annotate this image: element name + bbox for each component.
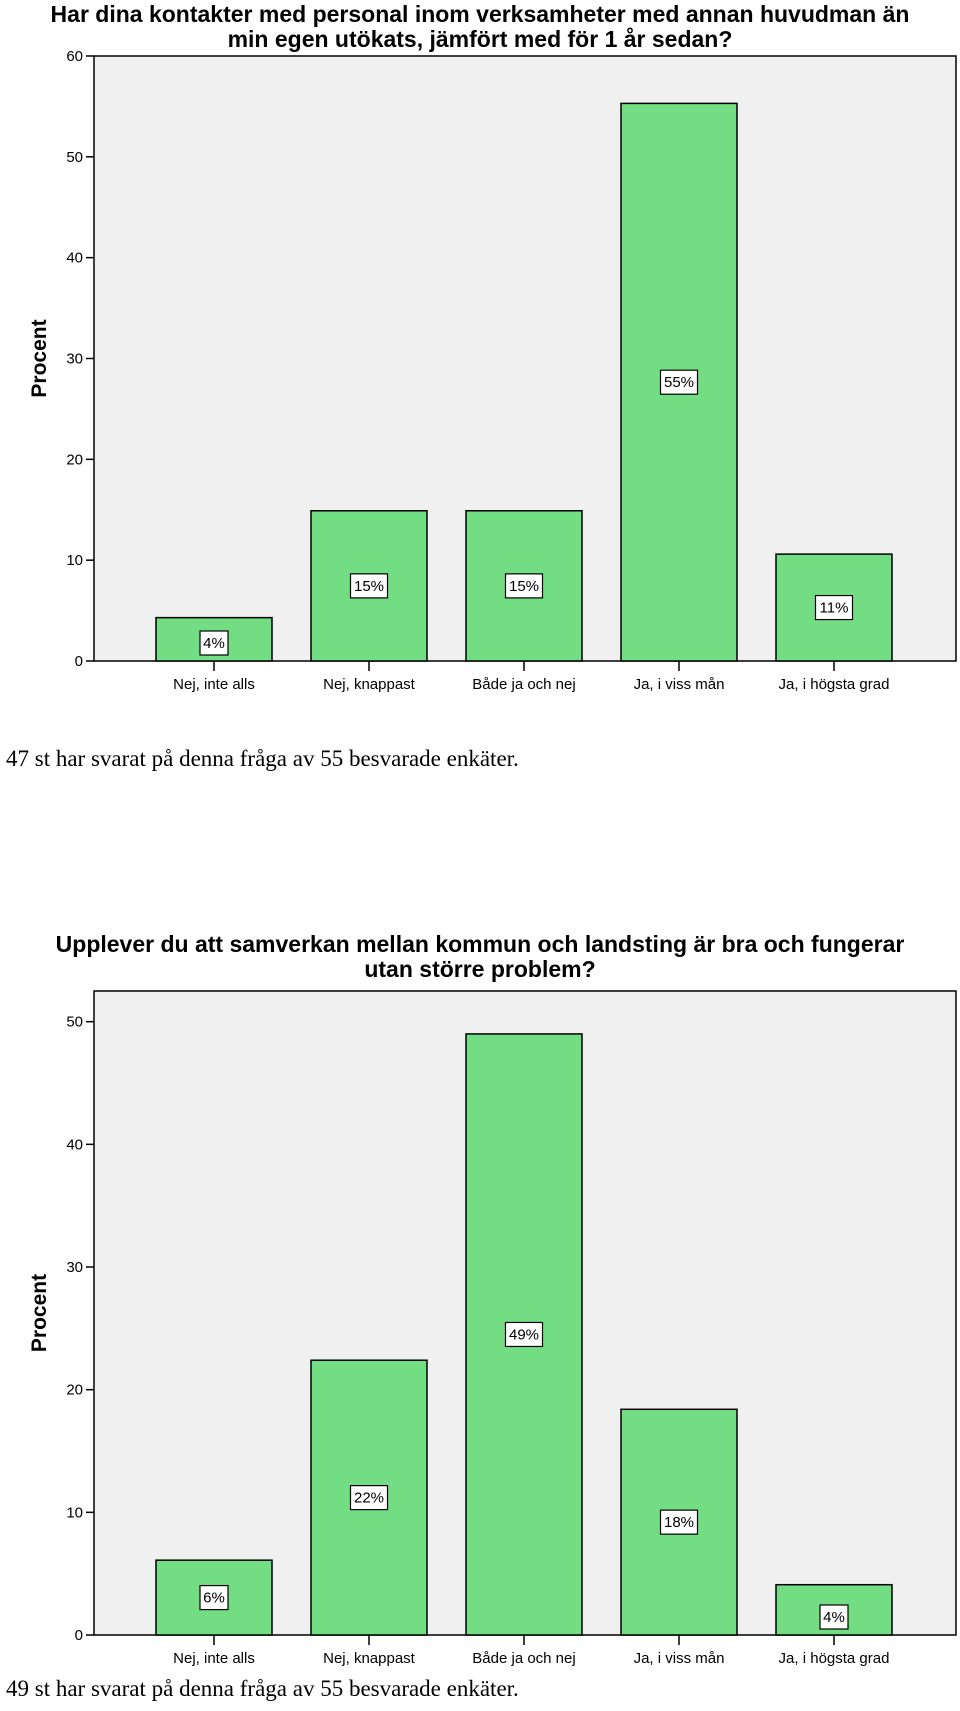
data-label-box (199, 630, 229, 656)
data-label: 6% (203, 1590, 225, 1607)
x-tick-label: Ja, i högsta grad (779, 676, 890, 693)
y-axis-label: Procent (28, 319, 51, 397)
y-tick-label: 10 (66, 1504, 83, 1521)
title-line-2: min egen utökats, jämfört med för 1 år s… (227, 26, 733, 52)
data-label: 18% (664, 1514, 694, 1531)
data-label-box (349, 573, 389, 599)
data-label: 11% (820, 600, 849, 617)
data-label-box (819, 1604, 849, 1630)
data-label: 15% (354, 578, 384, 595)
data-label: 4% (203, 635, 225, 652)
bar-chart-1: 0 10 20 30 40 50 60 Procent Nej, inte alls 4% Nej,… (28, 48, 957, 693)
data-label-box (504, 1321, 544, 1348)
data-label: 22% (354, 1490, 384, 1507)
y-tick-label: 50 (66, 1014, 83, 1031)
x-tick-label: Ja, i högsta grad (779, 1650, 890, 1667)
title-line-1: Upplever du att samverkan mellan kommun … (55, 931, 905, 957)
y-tick-label: 40 (66, 250, 83, 267)
x-tick-label: Både ja och nej (472, 1650, 575, 1667)
x-tick-label: Nej, inte alls (173, 1650, 255, 1667)
x-tick-label: Ja, i viss mån (634, 1650, 725, 1667)
y-tick-label: 20 (66, 451, 83, 468)
data-label-box (659, 369, 699, 395)
title-line-2: utan större problem? (364, 956, 596, 982)
chart-title: Upplever du att samverkan mellan kommun … (0, 932, 960, 982)
y-tick-label: 30 (66, 351, 83, 368)
data-label: 55% (664, 374, 694, 391)
x-tick-label: Nej, inte alls (173, 676, 255, 693)
data-label: 4% (823, 1609, 845, 1626)
data-label-box (814, 594, 854, 621)
data-label: 49% (509, 1326, 539, 1343)
y-tick-label: 30 (66, 1259, 83, 1276)
x-tick-label: Både ja och nej (472, 676, 575, 693)
y-tick-label: 0 (75, 1627, 83, 1644)
x-tick-label: Nej, knappast (323, 676, 416, 693)
x-tick-label: Nej, knappast (323, 1650, 416, 1667)
caption-1: 47 st har svarat på denna fråga av 55 be… (6, 746, 519, 771)
data-label-box (199, 1584, 229, 1611)
bar-chart-2: 0 10 20 30 40 50 Procent Nej, inte alls 6% Nej, k… (28, 990, 957, 1667)
y-tick-label: 50 (66, 149, 83, 166)
data-label-box (659, 1509, 699, 1535)
title-line-1: Har dina kontakter med personal inom ver… (50, 1, 910, 27)
y-tick-label: 10 (66, 552, 83, 569)
data-label-box (504, 573, 544, 599)
caption-2: 49 st har svarat på denna fråga av 55 be… (6, 1676, 519, 1701)
y-axis-label: Procent (28, 1274, 51, 1352)
data-label-box (349, 1485, 389, 1511)
chart-2: Upplever du att samverkan mellan kommun … (0, 930, 960, 1711)
x-tick-label: Ja, i viss mån (634, 676, 725, 693)
y-tick-label: 20 (66, 1382, 83, 1399)
y-tick-label: 60 (66, 48, 83, 65)
y-tick-label: 0 (75, 653, 83, 670)
chart-1: Har dina kontakter med personal inom ver… (0, 0, 960, 790)
y-tick-label: 40 (66, 1136, 83, 1153)
chart-title: Har dina kontakter med personal inom ver… (0, 2, 960, 52)
data-label: 15% (509, 578, 539, 595)
